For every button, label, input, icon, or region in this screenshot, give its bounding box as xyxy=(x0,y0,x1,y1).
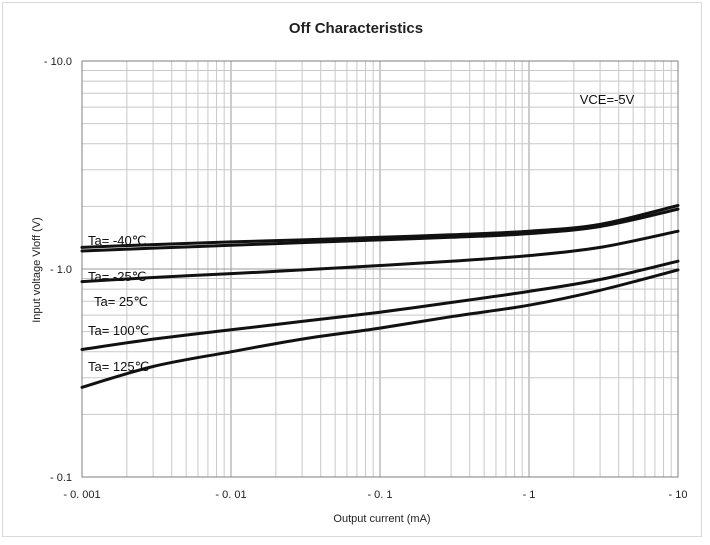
chart-title: Off Characteristics xyxy=(289,20,423,37)
x-tick-labels: - 0. 001 - 0. 01 - 0. 1 - 1 - 10 xyxy=(63,489,687,501)
x-tick-label-0: - 0. 001 xyxy=(63,489,100,501)
y-axis-title: Input voltage Vloff (V) xyxy=(31,217,43,323)
y-tick-label-2: - 0.1 xyxy=(50,472,72,484)
x-tick-label-1: - 0. 01 xyxy=(215,489,246,501)
series-labels: Ta= -40℃ Ta= -25℃ Ta= 25℃ Ta= 100℃ Ta= 125℃ xyxy=(88,233,149,374)
series-lines xyxy=(80,204,680,389)
x-tick-label-3: - 1 xyxy=(523,489,536,501)
series-label-3: Ta= 100℃ xyxy=(88,323,149,338)
x-tick-label-2: - 0. 1 xyxy=(367,489,392,501)
series-label-1: Ta= -25℃ xyxy=(88,269,146,284)
grid xyxy=(81,61,679,478)
y-tick-label-0: - 10.0 xyxy=(44,56,72,68)
series-line-2 xyxy=(80,229,680,284)
series-line-4 xyxy=(80,268,680,389)
series-label-0: Ta= -40℃ xyxy=(88,233,146,248)
series-label-2: Ta= 25℃ xyxy=(94,294,148,309)
series-line-0 xyxy=(80,204,680,249)
series-line-3 xyxy=(80,259,680,351)
x-axis-title: Output current (mA) xyxy=(333,513,430,525)
y-tick-labels: - 10.0 - 1.0 - 0.1 xyxy=(44,56,72,484)
x-tick-label-4: - 10 xyxy=(669,489,688,501)
series-label-4: Ta= 125℃ xyxy=(88,359,149,374)
y-tick-label-1: - 1.0 xyxy=(50,264,72,276)
annotation-vce: VCE=-5V xyxy=(580,92,635,107)
series-line-1 xyxy=(80,207,680,253)
